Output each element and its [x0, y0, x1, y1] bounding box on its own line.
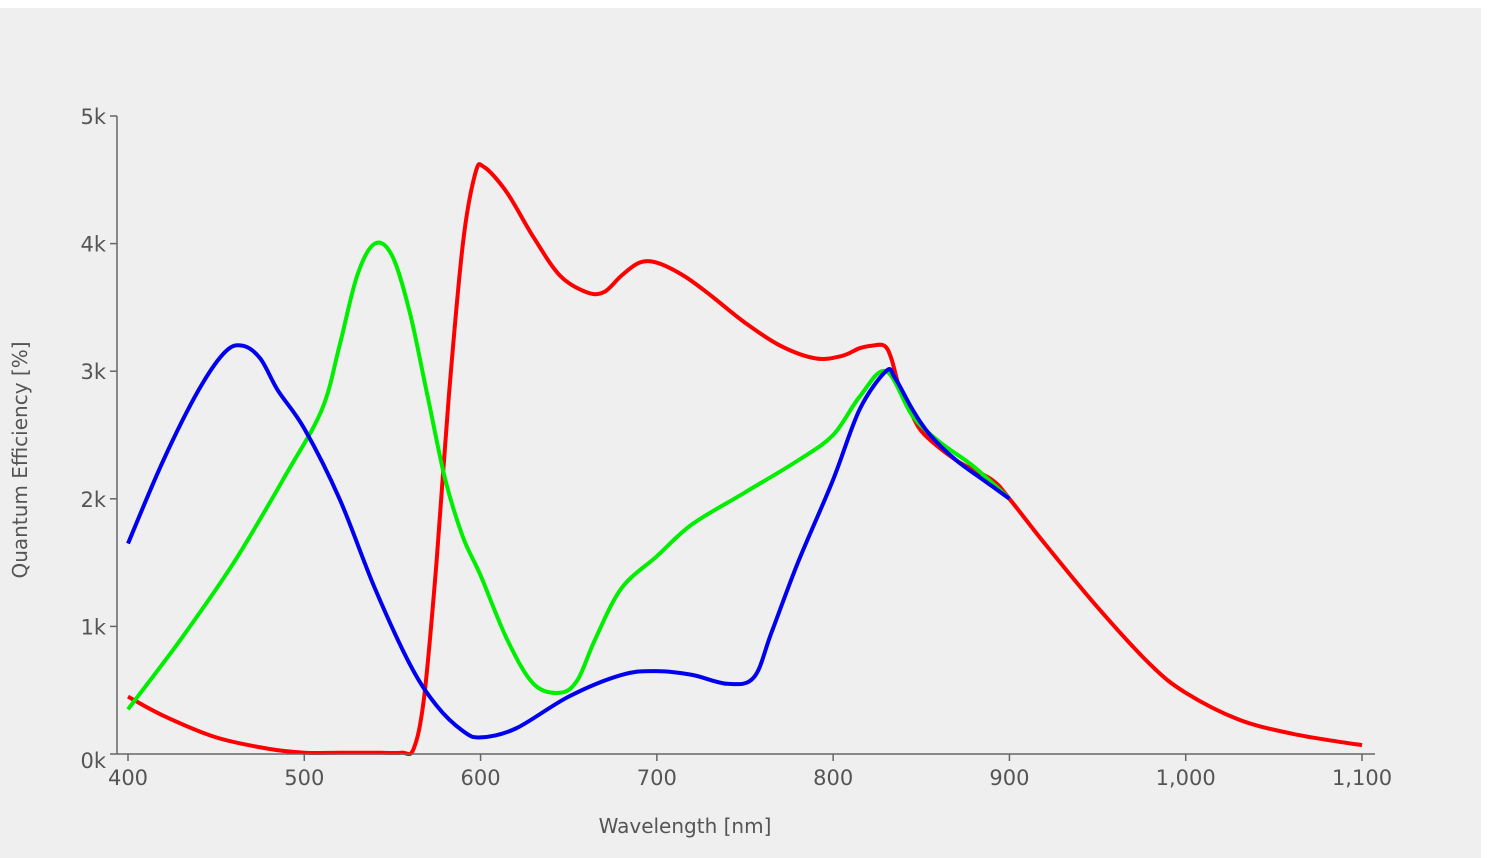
y-tick-label-4000: 4k — [80, 233, 106, 257]
x-tick-label-1000: 1,000 — [1156, 766, 1216, 790]
page-edge — [1481, 0, 1489, 858]
x-tick-label-400: 400 — [108, 766, 148, 790]
x-axis-title: Wavelength [nm] — [599, 814, 772, 838]
x-tick-label-700: 700 — [637, 766, 677, 790]
y-tick-label-1000: 1k — [80, 615, 106, 639]
series-line-2 — [126, 343, 1011, 740]
y-tick-label-5000: 5k — [80, 105, 106, 129]
x-tick-label-1100: 1,100 — [1332, 766, 1392, 790]
y-tick-label-3000: 3k — [80, 360, 106, 384]
series-line-0 — [127, 162, 1363, 757]
x-tick-label-800: 800 — [813, 766, 853, 790]
y-tick-label-0: 0k — [80, 749, 106, 773]
series-line-1 — [126, 240, 1011, 711]
axes-layer: 400 500 600 700 800 900 1,000 1,100 0k 1k 2k 3k 4k 5k — [80, 105, 1392, 790]
y-tick-label-2000: 2k — [80, 488, 106, 512]
x-tick-label-500: 500 — [284, 766, 324, 790]
x-tick-label-600: 600 — [461, 766, 501, 790]
x-tick-label-900: 900 — [989, 766, 1029, 790]
series-layer — [126, 162, 1363, 757]
y-axis-title: Quantum Efficiency [%] — [8, 341, 32, 578]
